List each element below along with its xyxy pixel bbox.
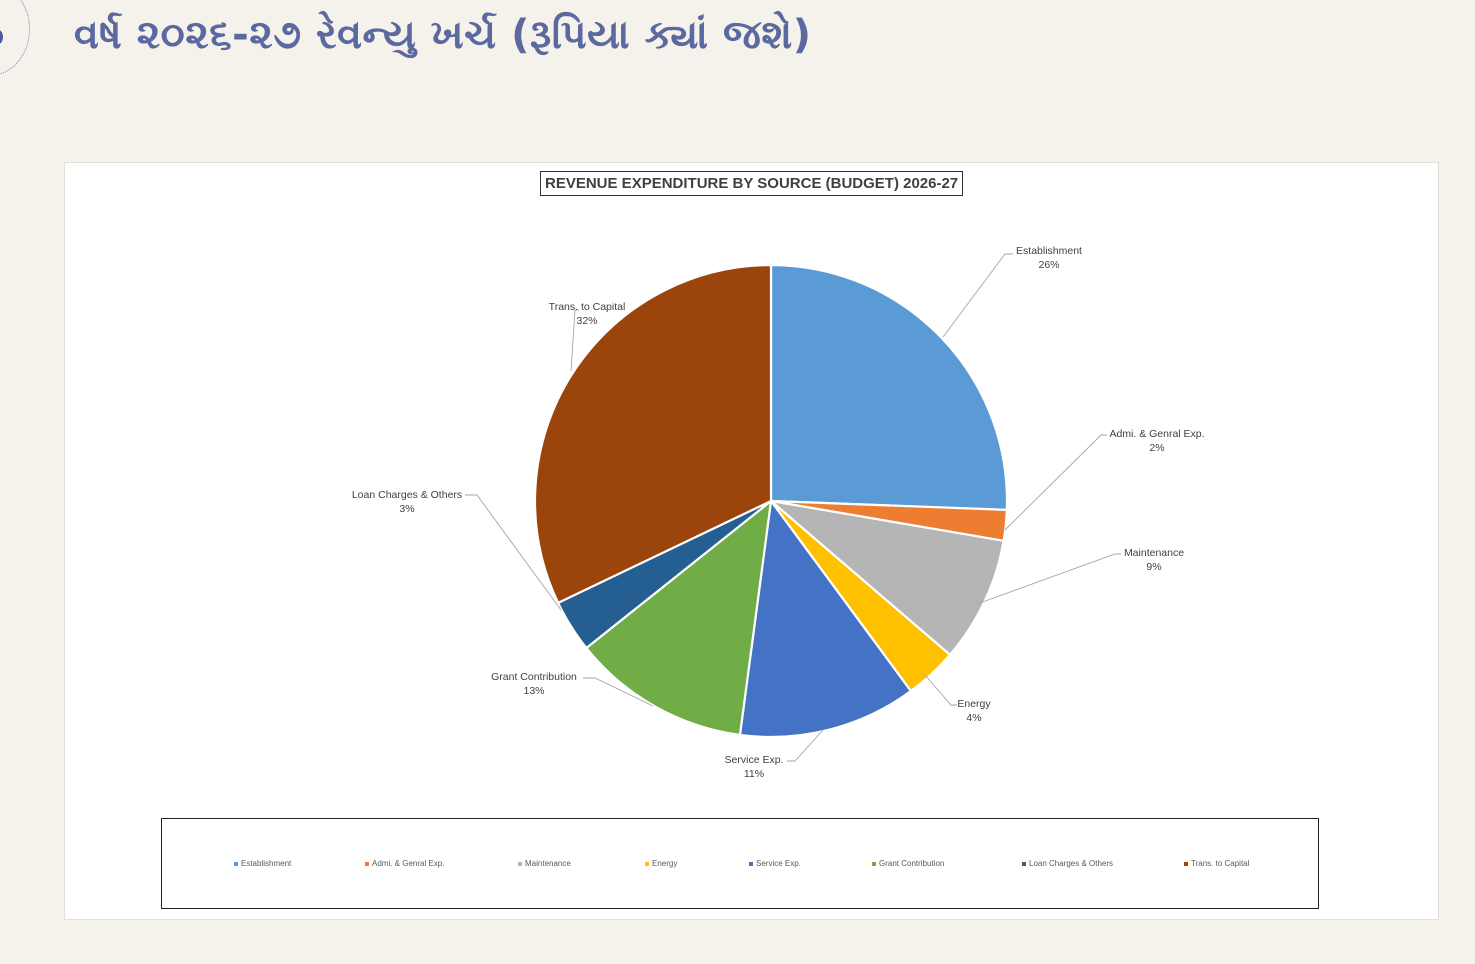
decorative-dotted-circle [0,0,30,76]
legend-item-service-exp[interactable]: Service Exp. [749,859,801,868]
leader-line [1004,434,1107,531]
data-label-grant-contribution: Grant Contribution 13% [491,671,577,697]
pie-slice-service-exp[interactable] [738,498,913,739]
data-label-energy: Energy 4% [957,698,991,724]
legend-swatch-icon [1022,861,1026,866]
pie-slice-grant-contribution[interactable] [584,498,773,737]
legend-item-maintenance[interactable]: Maintenance [518,859,571,868]
legend-swatch-icon [749,861,753,866]
legend-item-grant-contribution[interactable]: Grant Contribution [872,859,944,868]
legend-item-trans-to-capital[interactable]: Trans. to Capital [1184,859,1249,868]
chart-legend: Establishment Admi. & Genral Exp. Mainte… [161,818,1319,909]
page-title: વર્ષ ૨૦૨૬-૨૭ રેવન્યુ ખર્ચ (રૂપિયા ક્યાં … [74,12,812,58]
leader-line [976,553,1121,605]
data-label-loan-charges: Loan Charges & Others 3% [351,489,463,515]
leader-line [924,674,957,706]
legend-swatch-icon [645,861,649,866]
legend-swatch-icon [365,861,369,866]
legend-item-energy[interactable]: Energy [645,859,677,868]
chart-title: REVENUE EXPENDITURE BY SOURCE (BUDGET) 2… [540,171,964,196]
data-label-admin-general: Admi. & Genral Exp. 2% [1109,428,1205,454]
decorative-dot [0,30,3,44]
leader-line [942,253,1013,338]
pie-slice-trans-to-capital[interactable] [533,263,773,605]
data-label-service-exp: Service Exp. 11% [724,754,784,780]
leader-line [583,677,654,707]
data-label-trans-to-capital: Trans. to Capital 32% [548,301,626,327]
legend-item-admin-general[interactable]: Admi. & Genral Exp. [365,859,444,868]
pie-slice-establishment[interactable] [769,263,1009,512]
legend-item-establishment[interactable]: Establishment [234,859,291,868]
data-label-establishment: Establishment 26% [1016,245,1082,271]
legend-swatch-icon [872,861,876,866]
legend-swatch-icon [1184,861,1188,866]
legend-swatch-icon [234,861,238,866]
data-label-maintenance: Maintenance 9% [1123,547,1185,573]
leader-line [570,309,579,372]
leader-line [787,729,824,762]
pie-chart[interactable] [65,163,1440,921]
chart-area[interactable]: REVENUE EXPENDITURE BY SOURCE (BUDGET) 2… [64,162,1439,920]
legend-item-loan-charges[interactable]: Loan Charges & Others [1022,859,1113,868]
leader-line [465,494,562,611]
legend-swatch-icon [518,861,522,866]
